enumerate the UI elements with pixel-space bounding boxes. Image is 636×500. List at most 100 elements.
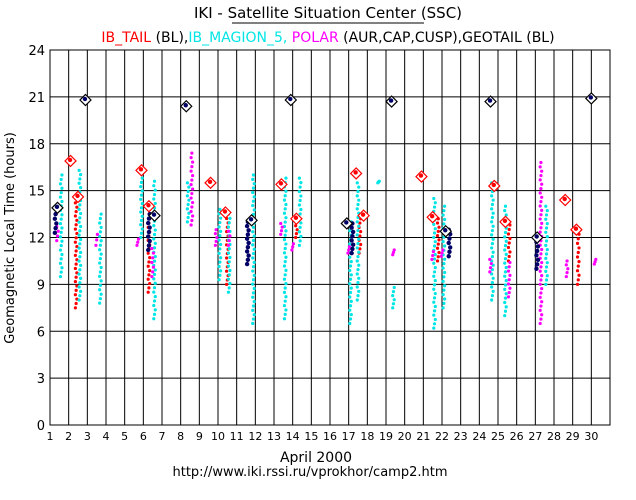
data-point [151, 251, 156, 255]
data-point [228, 281, 232, 286]
data-point [348, 277, 353, 281]
data-point [298, 185, 302, 189]
data-point [213, 231, 217, 236]
data-point [148, 268, 152, 273]
data-point [349, 238, 354, 243]
data-point [59, 230, 63, 235]
data-point [432, 196, 436, 201]
data-point [217, 251, 221, 255]
data-point [508, 273, 512, 277]
data-point [153, 294, 157, 299]
data-point [60, 239, 64, 243]
data-point [282, 317, 287, 321]
x-tick-labels: 1 2 3 4 5 6 7 8 9 10 11 12 13 14 15 16 17 18 19 20 21 22 23 24 2… [47, 430, 599, 443]
data-point [139, 180, 144, 184]
data-point [99, 212, 103, 216]
data-point [355, 220, 359, 224]
data-point [432, 261, 436, 265]
data-point [391, 302, 396, 306]
data-point [52, 216, 58, 221]
data-point [150, 260, 154, 265]
marker-dot [418, 173, 424, 178]
data-point [538, 308, 542, 312]
data-point [217, 264, 221, 269]
data-point [53, 225, 58, 231]
data-point [74, 288, 78, 292]
data-point [535, 262, 540, 267]
data-point [443, 297, 447, 301]
data-point [252, 182, 256, 186]
data-point [98, 256, 102, 261]
data-point [577, 246, 581, 250]
data-point [190, 191, 194, 196]
data-point [218, 234, 222, 238]
data-point [99, 252, 103, 256]
data-point [539, 200, 543, 204]
x-tick-label: 10 [211, 430, 225, 443]
data-point [545, 222, 549, 226]
data-point [252, 208, 256, 212]
data-point [504, 279, 508, 283]
data-point [58, 248, 63, 252]
data-point [191, 200, 195, 205]
data-point [73, 240, 77, 244]
data-point [357, 237, 361, 241]
marker-dot [487, 98, 493, 103]
data-point [506, 282, 511, 286]
data-point [488, 270, 492, 274]
data-point [298, 225, 302, 229]
data-point [443, 257, 447, 261]
data-point [540, 247, 544, 252]
data-point [299, 234, 303, 238]
data-point [348, 317, 353, 321]
data-point [282, 238, 287, 242]
data-point [219, 269, 223, 273]
data-point [244, 249, 250, 254]
data-point [540, 273, 544, 278]
data-point [446, 254, 451, 259]
data-point [357, 289, 361, 293]
data-point [251, 225, 256, 229]
data-point [77, 207, 81, 211]
x-tick-label: 14 [286, 430, 300, 443]
data-point [139, 197, 143, 201]
data-point [55, 239, 59, 243]
data-point [441, 213, 445, 217]
data-point [60, 186, 64, 190]
data-point [146, 243, 152, 248]
data-point [539, 160, 543, 165]
data-point [228, 234, 232, 238]
data-point [544, 265, 549, 269]
data-point [99, 225, 103, 230]
marker-dot [146, 203, 151, 208]
data-point [79, 211, 83, 216]
data-point [251, 295, 255, 299]
data-point [490, 233, 494, 237]
legend-entry: (AUR,CAP,CUSP),GEOTAIL (BL) [339, 30, 555, 46]
data-point [504, 239, 508, 243]
data-point [226, 264, 231, 268]
data-point [74, 301, 78, 306]
data-point [507, 227, 511, 232]
data-point [507, 278, 511, 282]
data-point [503, 296, 508, 300]
data-point [432, 313, 436, 317]
x-tick-label: 25 [491, 430, 505, 443]
data-point [350, 229, 356, 235]
x-tick-label: 27 [528, 430, 542, 443]
data-point [139, 206, 144, 210]
data-point [507, 254, 511, 259]
y-tick-label: 21 [28, 91, 45, 106]
data-point [432, 257, 437, 261]
data-point [356, 241, 360, 246]
data-point [251, 265, 256, 269]
x-tick-label: 18 [360, 430, 374, 443]
data-point [284, 308, 288, 312]
data-point [78, 255, 82, 259]
data-point [430, 257, 434, 261]
data-point [224, 256, 229, 260]
data-point [251, 186, 256, 190]
data-point [79, 263, 83, 268]
data-point [544, 256, 548, 260]
data-point [282, 264, 287, 268]
